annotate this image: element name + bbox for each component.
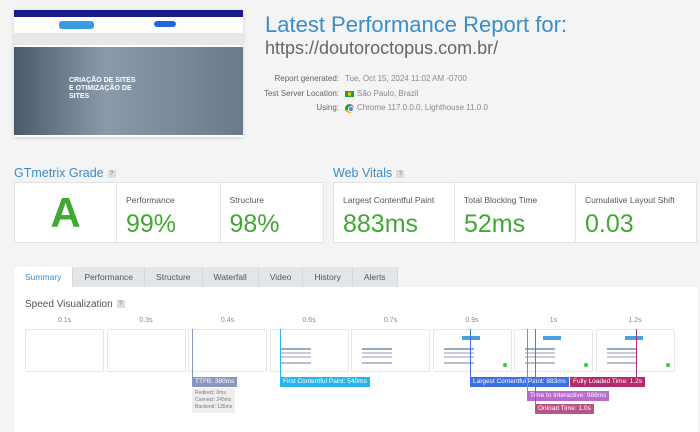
frame-time-label: 0.3s [139,317,153,324]
frame-time-label: 1s [549,317,558,324]
frame-content [606,348,637,350]
tab-history[interactable]: History [303,267,353,287]
frame-time-label: 0.7s [383,317,398,324]
filmstrip-frame[interactable] [514,329,593,372]
filmstrip-frame[interactable] [432,329,512,372]
page-title: Latest Performance Report for: [265,12,568,37]
info-value: Chrome 117.0.0.0, Lighthouse 11.0.0 [357,103,488,112]
filmstrip-frame[interactable] [188,329,267,372]
filmstrip-frame[interactable] [106,329,186,372]
structure-label: Structure [229,195,265,205]
info-value: São Paulo, Brazil [357,88,419,98]
ttfb-details: Redirect: 0ms Connect: 245ms Backend: 13… [192,388,236,413]
connect-time: Connect: 245ms [195,397,232,403]
backend-time: Backend: 135ms [195,404,233,410]
frame-content [525,348,555,350]
tti-marker [527,329,528,391]
fully-loaded-marker [636,329,637,377]
info-value: Tue, Oct 15, 2024 11:02 AM -0700 [345,74,467,83]
lcp-label: Largest Contentful Paint [343,195,435,205]
tbt-value: 52ms [464,210,526,238]
tab-alerts[interactable]: Alerts [352,267,398,287]
cls-label: Cumulative Layout Shift [585,195,675,205]
frame-time-label: 0.6s [302,317,316,324]
frame-time-label: 0.1s [57,317,72,324]
frame-logo [543,336,561,340]
help-icon[interactable]: ? [107,169,116,178]
vitals-heading: Web Vitals? [333,166,405,180]
report-url[interactable]: https://doutoroctopus.com.br/ [265,38,499,58]
help-icon[interactable]: ? [116,300,125,309]
lcp-label: Largest Contentful Paint: 883ms [470,377,569,387]
tab-performance[interactable]: Performance [73,267,146,287]
lcp-value: 883ms [343,210,419,238]
lcp-marker [470,329,471,377]
fully-loaded-label: Fully Loaded Time: 1.2s [570,377,646,387]
filmstrip-frame[interactable] [595,329,675,372]
chrome-icon [345,103,354,113]
performance-label: Performance [126,195,175,205]
brazil-flag-icon [345,90,354,97]
info-label: Using: [316,103,339,112]
frame-time-label: 0.4s [220,317,235,324]
frame-time-label: 1.2s [628,317,642,324]
filmstrip-frame[interactable] [269,329,349,372]
report-info: Report generated: Tue, Oct 15, 2024 11:02… [250,72,488,116]
status-dot-icon [502,363,507,367]
hero-text: CRIAÇÃO DE SITES E OTIMIZAÇÃO DE SITES [69,77,136,100]
onload-label: Onload Time: 1.0s [535,404,594,414]
web-vitals-card: Largest Contentful Paint 883ms Total Bloc… [333,182,697,243]
status-dot-icon [665,363,670,367]
fcp-label: First Contentful Paint: 540ms [280,377,370,387]
frame-content [443,348,474,350]
help-icon[interactable]: ? [396,169,405,178]
ttfb-label: TTFB: 380ms [192,377,238,387]
filmstrip-frame[interactable] [351,329,430,372]
grade-heading: GTmetrix Grade? [14,166,116,180]
info-label: Test Server Location: [263,88,339,98]
tab-video[interactable]: Video [258,267,304,287]
frame-content [362,348,392,350]
grade-card: A Performance 99% Structure 98% [14,182,324,243]
info-label: Report generated: [274,74,340,83]
frame-logo [624,336,643,340]
filmstrip-frame[interactable] [25,329,104,372]
page-screenshot: CRIAÇÃO DE SITES E OTIMIZAÇÃO DE SITES [14,10,243,137]
performance-score: 99% [126,210,177,238]
tab-structure[interactable]: Structure [145,267,203,287]
grade-letter: A [50,188,81,236]
frame-content [280,348,311,350]
status-dot-icon [584,363,588,367]
structure-score: 98% [229,210,280,238]
onload-marker [535,329,536,404]
tti-label: Time to Interactive: 988ms [527,391,610,401]
redirect-time: Redirect: 0ms [195,390,226,396]
speed-visualization-heading: Speed Visualization? [25,299,125,310]
tab-waterfall[interactable]: Waterfall [202,267,259,287]
cls-value: 0.03 [585,210,634,238]
tab-summary[interactable]: Summary [14,267,74,287]
ttfb-marker [192,329,193,377]
frame-time-label: 0.9s [465,317,479,324]
tbt-label: Total Blocking Time [464,195,538,205]
fcp-marker [280,329,281,377]
report-tabs: Summary Performance Structure Waterfall … [14,267,398,287]
